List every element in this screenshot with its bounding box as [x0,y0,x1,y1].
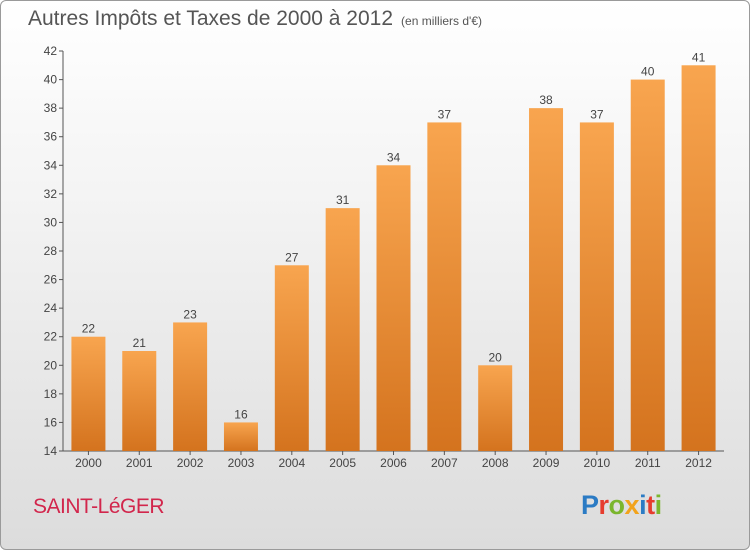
bar-value-label: 23 [183,307,197,321]
x-tick-label: 2006 [380,456,407,470]
x-tick-label: 2008 [482,456,509,470]
bar-2002 [173,322,208,451]
bar-value-label: 21 [133,336,147,350]
x-tick-label: 2011 [635,456,661,470]
bar-value-label: 37 [438,107,452,121]
commune-name: SAINT-LéGER [33,495,165,518]
y-tick-label: 32 [44,187,58,201]
bar-value-label: 16 [234,407,248,421]
bar-2012 [681,65,716,452]
x-tick-label: 2002 [177,456,204,470]
y-tick-label: 20 [44,358,58,372]
y-tick-label: 38 [44,101,58,115]
bar-value-label: 38 [539,93,553,107]
logo-letter: r [598,490,610,520]
bar-value-label: 37 [590,107,604,121]
bars [71,65,716,452]
y-tick-label: 18 [44,387,58,401]
bar-value-label: 27 [285,250,299,264]
x-tick-label: 2005 [329,456,356,470]
bar-2001 [122,351,157,451]
y-tick-label: 28 [44,244,58,258]
logo-letter: x [624,490,640,520]
logo-letter: i [654,490,663,520]
bar-value-label: 22 [82,322,96,336]
x-tick-label: 2000 [75,456,102,470]
y-tick-label: 30 [44,215,58,229]
bar-2000 [71,336,106,451]
y-tick-label: 34 [44,158,58,172]
logo-letter: t [646,490,655,520]
title-unit: (en milliers d'€) [401,14,483,28]
bar-2005 [325,208,360,451]
x-tick-label: 2010 [584,456,611,470]
bar-2009 [529,108,564,452]
y-tick-label: 36 [44,130,58,144]
x-tick-label: 2001 [126,456,153,470]
x-tick-label: 2007 [431,456,458,470]
bar-2007 [427,122,462,451]
x-tick-label: 2003 [228,456,255,470]
y-tick-label: 26 [44,273,58,287]
y-tick-label: 22 [44,330,58,344]
bar-2008 [478,365,513,451]
logo-letter: o [608,490,626,520]
bar-2006 [376,165,411,452]
bar-2010 [579,122,614,451]
bar-2003 [223,422,258,451]
title-text: Autres Impôts et Taxes de 2000 à 2012 [28,7,394,30]
bar-value-label: 20 [489,350,503,364]
x-tick-label: 2009 [533,456,560,470]
bar-value-label: 31 [336,193,350,207]
bar-value-label: 40 [641,65,655,79]
logo-letter: P [581,490,599,520]
x-tick-label: 2012 [685,456,712,470]
data-labels: 22 21 23 16 27 31 34 37 20 38 37 40 41 [82,50,706,421]
bar-value-label: 41 [692,50,706,64]
proxiti-logo: Proxiti [581,490,662,521]
logo-letter: i [639,490,647,520]
y-tick-label: 42 [44,44,58,58]
y-tick-label: 14 [44,444,58,458]
bar-2004 [274,265,309,451]
bar-2011 [630,79,665,452]
x-tick-label: 2004 [278,456,305,470]
y-tick-label: 16 [44,415,58,429]
chart-title: Autres Impôts et Taxes de 2000 à 2012 (en… [28,7,482,31]
bar-value-label: 34 [387,150,401,164]
y-tick-label: 40 [44,73,58,87]
y-tick-label: 24 [44,301,58,315]
